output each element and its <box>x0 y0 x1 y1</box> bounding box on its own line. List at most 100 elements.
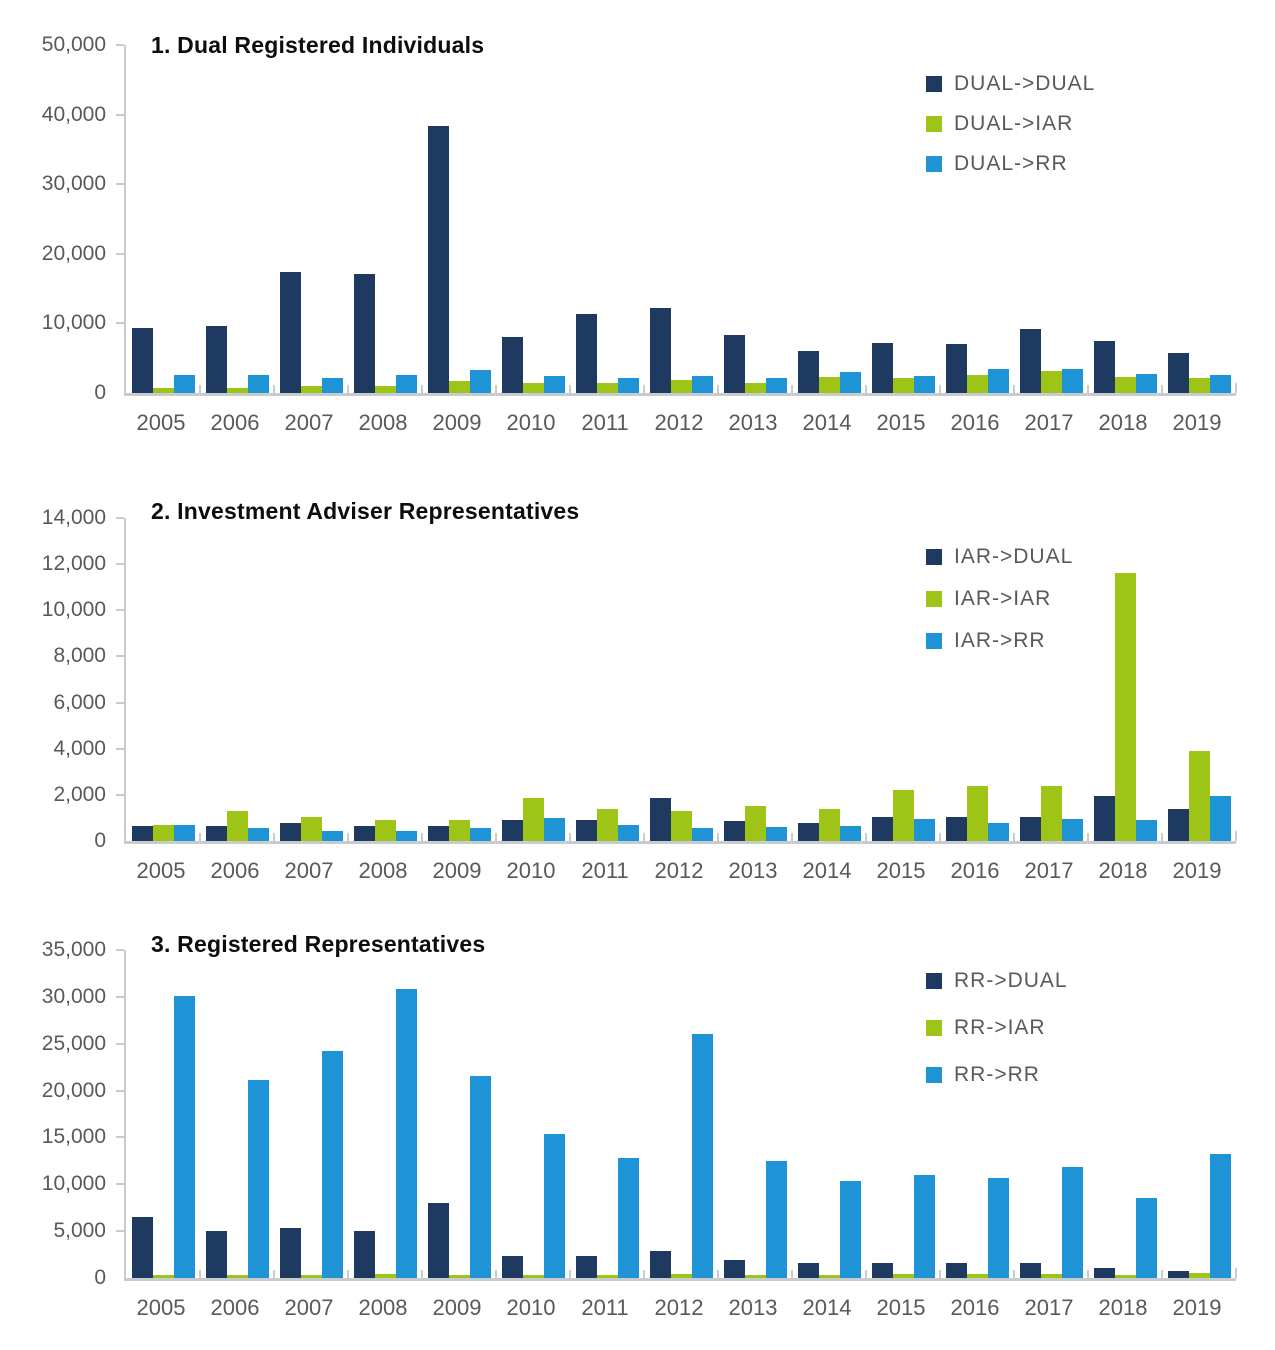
x-axis-label: 2005 <box>136 410 186 435</box>
legend-label: RR->IAR <box>954 1015 1046 1039</box>
bar-IAR->IAR-2008 <box>374 820 396 841</box>
bar-RR->IAR-2014 <box>818 1274 840 1278</box>
x-axis-label: 2012 <box>654 410 704 435</box>
bar-DUAL->RR-2013 <box>765 377 787 393</box>
x-axis-label: 2007 <box>284 1295 334 1320</box>
legend-label: IAR->RR <box>954 629 1046 652</box>
bar-RR->DUAL-2019 <box>1167 1270 1189 1278</box>
x-axis-tick <box>865 385 867 393</box>
x-axis-tick <box>1235 383 1237 393</box>
y-axis-label: 20,000 <box>41 1078 106 1102</box>
legend-item: DUAL->IAR <box>926 104 1095 144</box>
x-axis-label: 2018 <box>1098 858 1148 883</box>
bar-RR->RR-2017 <box>1061 1167 1083 1278</box>
bar-IAR->RR-2018 <box>1135 820 1157 841</box>
x-axis-label: 2006 <box>210 1295 260 1320</box>
x-axis-label: 2015 <box>876 858 926 883</box>
bar-DUAL->DUAL-2005 <box>131 327 153 393</box>
y-axis-tick <box>116 563 124 566</box>
legend-swatch-blue-icon <box>926 1066 942 1083</box>
x-axis-label: 2006 <box>210 858 260 883</box>
x-axis-tick <box>1087 1270 1089 1278</box>
x-axis-label: 2016 <box>950 1295 1000 1320</box>
bar-RR->IAR-2013 <box>744 1274 766 1278</box>
bar-RR->RR-2011 <box>617 1158 639 1278</box>
legend-item: RR->DUAL <box>926 957 1068 1004</box>
x-axis-label: 2018 <box>1098 1295 1148 1320</box>
chart-title: 2. Investment Adviser Representatives <box>151 498 580 524</box>
bar-IAR->RR-2010 <box>543 817 565 841</box>
bar-IAR->DUAL-2010 <box>501 820 523 841</box>
legend-swatch-green-icon <box>926 116 942 132</box>
y-axis-tick <box>116 701 124 704</box>
x-axis-tick <box>939 833 941 841</box>
bar-RR->DUAL-2018 <box>1093 1267 1115 1278</box>
bar-IAR->IAR-2019 <box>1188 751 1210 841</box>
y-axis-label: 14,000 <box>41 506 106 529</box>
x-axis-label: 2017 <box>1024 410 1074 435</box>
legend: DUAL->DUAL DUAL->IAR DUAL->RR <box>926 64 1095 184</box>
x-axis-tick <box>1235 831 1237 841</box>
bar-IAR->RR-2011 <box>617 824 639 841</box>
bar-DUAL->DUAL-2018 <box>1093 340 1115 393</box>
bar-RR->RR-2005 <box>173 995 195 1278</box>
x-axis-tick <box>1087 385 1089 393</box>
bar-DUAL->DUAL-2019 <box>1167 353 1189 393</box>
bar-RR->RR-2016 <box>987 1177 1009 1278</box>
x-axis-label: 2019 <box>1172 858 1222 883</box>
bar-IAR->DUAL-2013 <box>723 821 745 841</box>
bar-IAR->RR-2007 <box>321 830 343 841</box>
bar-RR->DUAL-2005 <box>131 1217 153 1278</box>
bar-RR->DUAL-2006 <box>205 1231 227 1278</box>
bar-IAR->DUAL-2008 <box>353 826 375 841</box>
bar-RR->RR-2012 <box>691 1034 713 1278</box>
x-axis-tick <box>347 1270 349 1278</box>
x-axis-tick <box>495 385 497 393</box>
legend-item: RR->RR <box>926 1051 1068 1098</box>
bar-RR->IAR-2018 <box>1114 1275 1136 1278</box>
x-axis-tick <box>273 385 275 393</box>
y-axis-label: 30,000 <box>41 172 106 196</box>
bar-RR->IAR-2009 <box>448 1274 470 1278</box>
legend-item: RR->IAR <box>926 1004 1068 1051</box>
bar-IAR->RR-2013 <box>765 827 787 841</box>
y-axis-tick <box>116 949 124 951</box>
x-axis-label: 2017 <box>1024 858 1074 883</box>
bar-RR->DUAL-2007 <box>279 1228 301 1278</box>
legend-swatch-blue-icon <box>926 156 942 172</box>
x-axis-label: 2009 <box>432 410 482 435</box>
bar-DUAL->DUAL-2014 <box>797 350 819 393</box>
x-axis-tick <box>717 1270 719 1278</box>
bar-DUAL->IAR-2007 <box>300 386 322 393</box>
x-axis-tick <box>939 1270 941 1278</box>
bar-DUAL->DUAL-2012 <box>649 308 671 393</box>
bar-RR->RR-2015 <box>913 1174 935 1278</box>
x-axis-tick <box>1013 1270 1015 1278</box>
y-axis-tick <box>116 113 124 116</box>
bar-IAR->RR-2014 <box>839 826 861 841</box>
x-axis-tick <box>421 833 423 841</box>
x-axis-tick <box>495 833 497 841</box>
x-axis-tick <box>1161 833 1163 841</box>
y-axis-tick <box>116 1042 124 1045</box>
y-axis-label: 30,000 <box>41 984 106 1008</box>
legend-swatch-navy-icon <box>926 972 942 989</box>
y-axis-label: 40,000 <box>41 102 106 126</box>
x-axis-tick <box>791 385 793 393</box>
y-axis-label: 10,000 <box>41 1172 106 1196</box>
bar-DUAL->RR-2011 <box>617 378 639 393</box>
bar-RR->IAR-2017 <box>1040 1274 1062 1278</box>
bar-DUAL->RR-2005 <box>173 374 195 393</box>
y-axis-label: 35,000 <box>41 938 106 961</box>
bar-DUAL->DUAL-2010 <box>501 336 523 393</box>
x-axis-label: 2012 <box>654 858 704 883</box>
y-axis-label: 15,000 <box>41 1125 106 1149</box>
x-axis-label: 2010 <box>506 1295 556 1320</box>
y-axis-label: 8,000 <box>53 644 106 668</box>
bar-DUAL->RR-2014 <box>839 372 861 393</box>
x-axis-label: 2005 <box>136 858 186 883</box>
bar-RR->RR-2006 <box>247 1080 269 1278</box>
plot-area <box>116 517 1237 844</box>
bar-DUAL->DUAL-2016 <box>945 343 967 393</box>
legend-item: IAR->IAR <box>926 578 1073 620</box>
